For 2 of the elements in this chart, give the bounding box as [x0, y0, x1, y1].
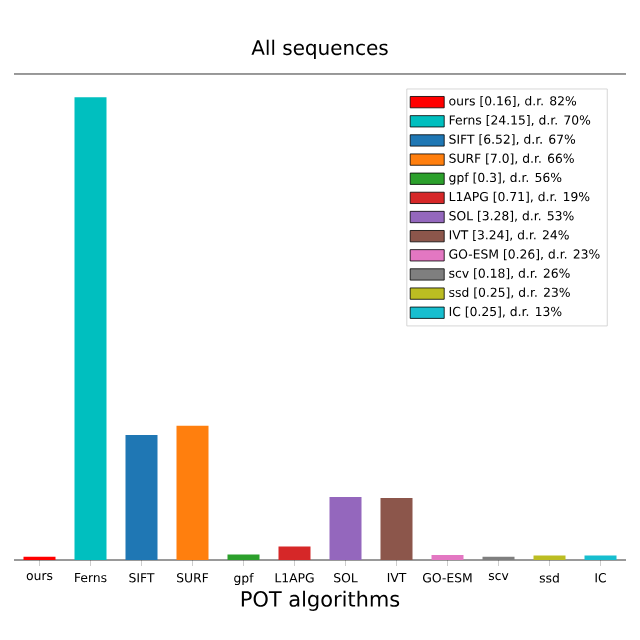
- x-axis-title: POT algorithms: [241, 590, 400, 611]
- chart-title: All sequences: [251, 39, 388, 60]
